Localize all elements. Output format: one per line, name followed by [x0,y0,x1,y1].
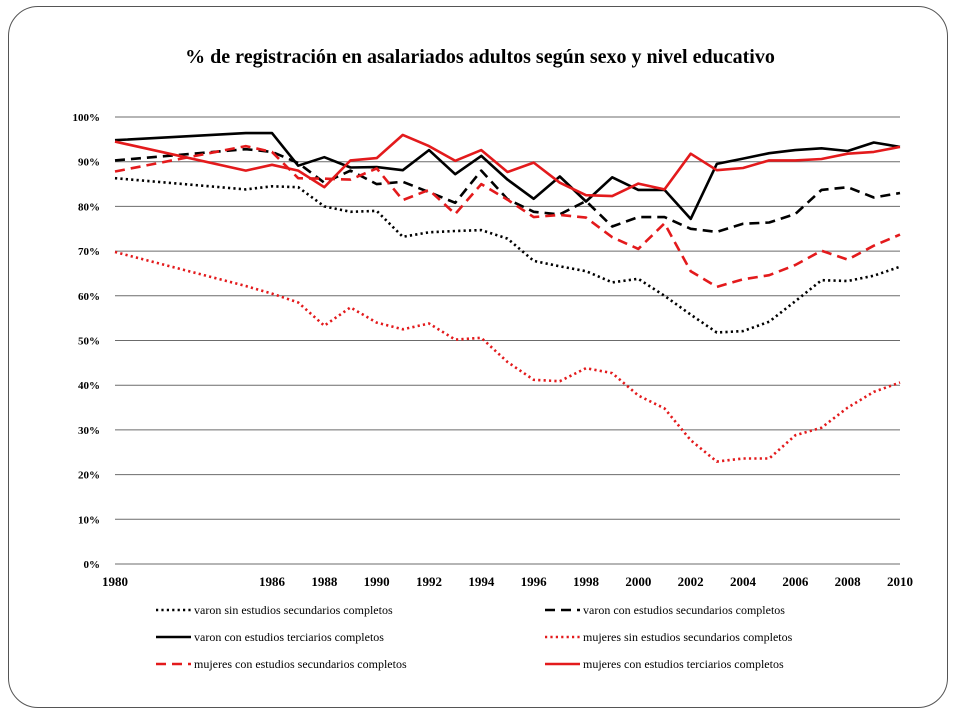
series-lines [114,131,901,463]
y-tick-label: 80% [78,201,100,213]
legend-label: mujeres con estudios terciarios completo… [583,657,784,671]
y-tick-label: 90% [78,157,100,169]
x-tick-label: 1990 [364,574,390,589]
x-tick-label: 2008 [835,574,862,589]
x-tick-label: 1996 [521,574,548,589]
y-tick-label: 0% [84,559,101,571]
legend: varon sin estudios secundarios completos… [156,603,793,671]
legend-label: mujeres con estudios secundarios complet… [194,657,407,671]
y-tick-label: 10% [78,514,100,526]
x-tick-label: 2006 [782,574,809,589]
x-axis-ticks: 1980 1986 1988 1990 1992 1994 1996 1998 2000 2002… [102,574,913,589]
x-tick-label: 1988 [311,574,338,589]
x-tick-label: 1980 [102,574,128,589]
series-line-6 [114,133,901,198]
x-tick-label: 1986 [259,574,286,589]
y-axis-ticks: 0% 10% 20% 30% 40% 50% 60% 70% 80% 90% 100% [73,112,101,571]
x-tick-label: 1994 [468,574,495,589]
x-tick-label: 1998 [573,574,600,589]
series-line-4 [114,250,901,463]
x-tick-label: 2004 [730,574,757,589]
y-tick-label: 60% [78,291,100,303]
chart-title: % de registración en asalariados adultos… [185,46,775,68]
y-tick-label: 30% [78,425,100,437]
x-tick-label: 1992 [416,574,442,589]
legend-label: varon sin estudios secundarios completos [194,603,393,617]
y-tick-label: 50% [78,336,100,348]
legend-label: varon con estudios terciarios completos [194,630,384,644]
x-tick-label: 2010 [887,574,913,589]
y-tick-label: 20% [78,470,100,482]
slide-frame [8,6,948,708]
y-tick-label: 100% [73,112,101,124]
x-tick-label: 2000 [625,574,651,589]
gridlines [115,116,900,565]
series-line-1 [114,176,901,334]
y-tick-label: 40% [78,380,100,392]
legend-label: mujeres sin estudios secundarios complet… [583,630,793,644]
series-line-3 [114,131,901,221]
y-tick-label: 70% [78,246,100,258]
x-tick-label: 2002 [678,574,704,589]
legend-label: varon con estudios secundarios completos [583,603,785,617]
